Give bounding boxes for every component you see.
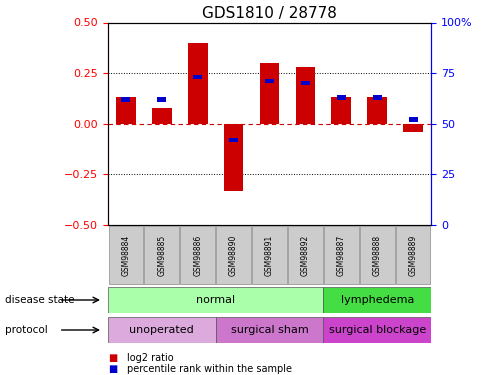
Text: ■: ■	[108, 353, 117, 363]
Bar	[373, 95, 382, 100]
FancyBboxPatch shape	[180, 226, 215, 284]
Bar	[116, 98, 136, 124]
Text: GSM98892: GSM98892	[301, 234, 310, 276]
Bar	[409, 117, 417, 122]
Text: GSM98886: GSM98886	[193, 234, 202, 276]
Text: protocol: protocol	[5, 325, 48, 335]
Text: GSM98885: GSM98885	[157, 234, 166, 276]
Bar	[337, 95, 346, 100]
Text: lymphedema: lymphedema	[341, 295, 414, 305]
Bar	[265, 79, 274, 84]
Text: surgical blockage: surgical blockage	[329, 325, 426, 335]
Bar	[295, 67, 316, 124]
FancyBboxPatch shape	[216, 226, 251, 284]
FancyBboxPatch shape	[108, 287, 323, 313]
Text: ■: ■	[108, 364, 117, 374]
Title: GDS1810 / 28778: GDS1810 / 28778	[202, 6, 337, 21]
Text: GSM98887: GSM98887	[337, 234, 346, 276]
Bar	[260, 63, 279, 124]
FancyBboxPatch shape	[145, 226, 179, 284]
Text: GSM98884: GSM98884	[121, 234, 130, 276]
Text: log2 ratio: log2 ratio	[127, 353, 174, 363]
Bar	[152, 108, 172, 124]
FancyBboxPatch shape	[108, 226, 143, 284]
Text: surgical sham: surgical sham	[231, 325, 308, 335]
FancyBboxPatch shape	[396, 226, 431, 284]
Text: GSM98888: GSM98888	[373, 234, 382, 276]
Bar	[403, 124, 423, 132]
Text: GSM98891: GSM98891	[265, 234, 274, 276]
Text: percentile rank within the sample: percentile rank within the sample	[127, 364, 293, 374]
Text: unoperated: unoperated	[129, 325, 194, 335]
Text: GSM98890: GSM98890	[229, 234, 238, 276]
FancyBboxPatch shape	[288, 226, 323, 284]
FancyBboxPatch shape	[323, 317, 431, 343]
Bar	[188, 43, 208, 124]
Bar	[122, 97, 130, 102]
Bar	[157, 97, 166, 102]
Text: GSM98889: GSM98889	[409, 234, 418, 276]
FancyBboxPatch shape	[216, 317, 323, 343]
FancyBboxPatch shape	[323, 287, 431, 313]
Bar	[223, 124, 244, 190]
Bar	[331, 98, 351, 124]
FancyBboxPatch shape	[360, 226, 394, 284]
FancyBboxPatch shape	[108, 317, 216, 343]
Text: disease state: disease state	[5, 295, 74, 305]
Bar	[368, 98, 387, 124]
FancyBboxPatch shape	[324, 226, 359, 284]
FancyBboxPatch shape	[252, 226, 287, 284]
Bar	[193, 75, 202, 80]
Text: normal: normal	[196, 295, 235, 305]
Bar	[229, 138, 238, 142]
Bar	[301, 81, 310, 86]
